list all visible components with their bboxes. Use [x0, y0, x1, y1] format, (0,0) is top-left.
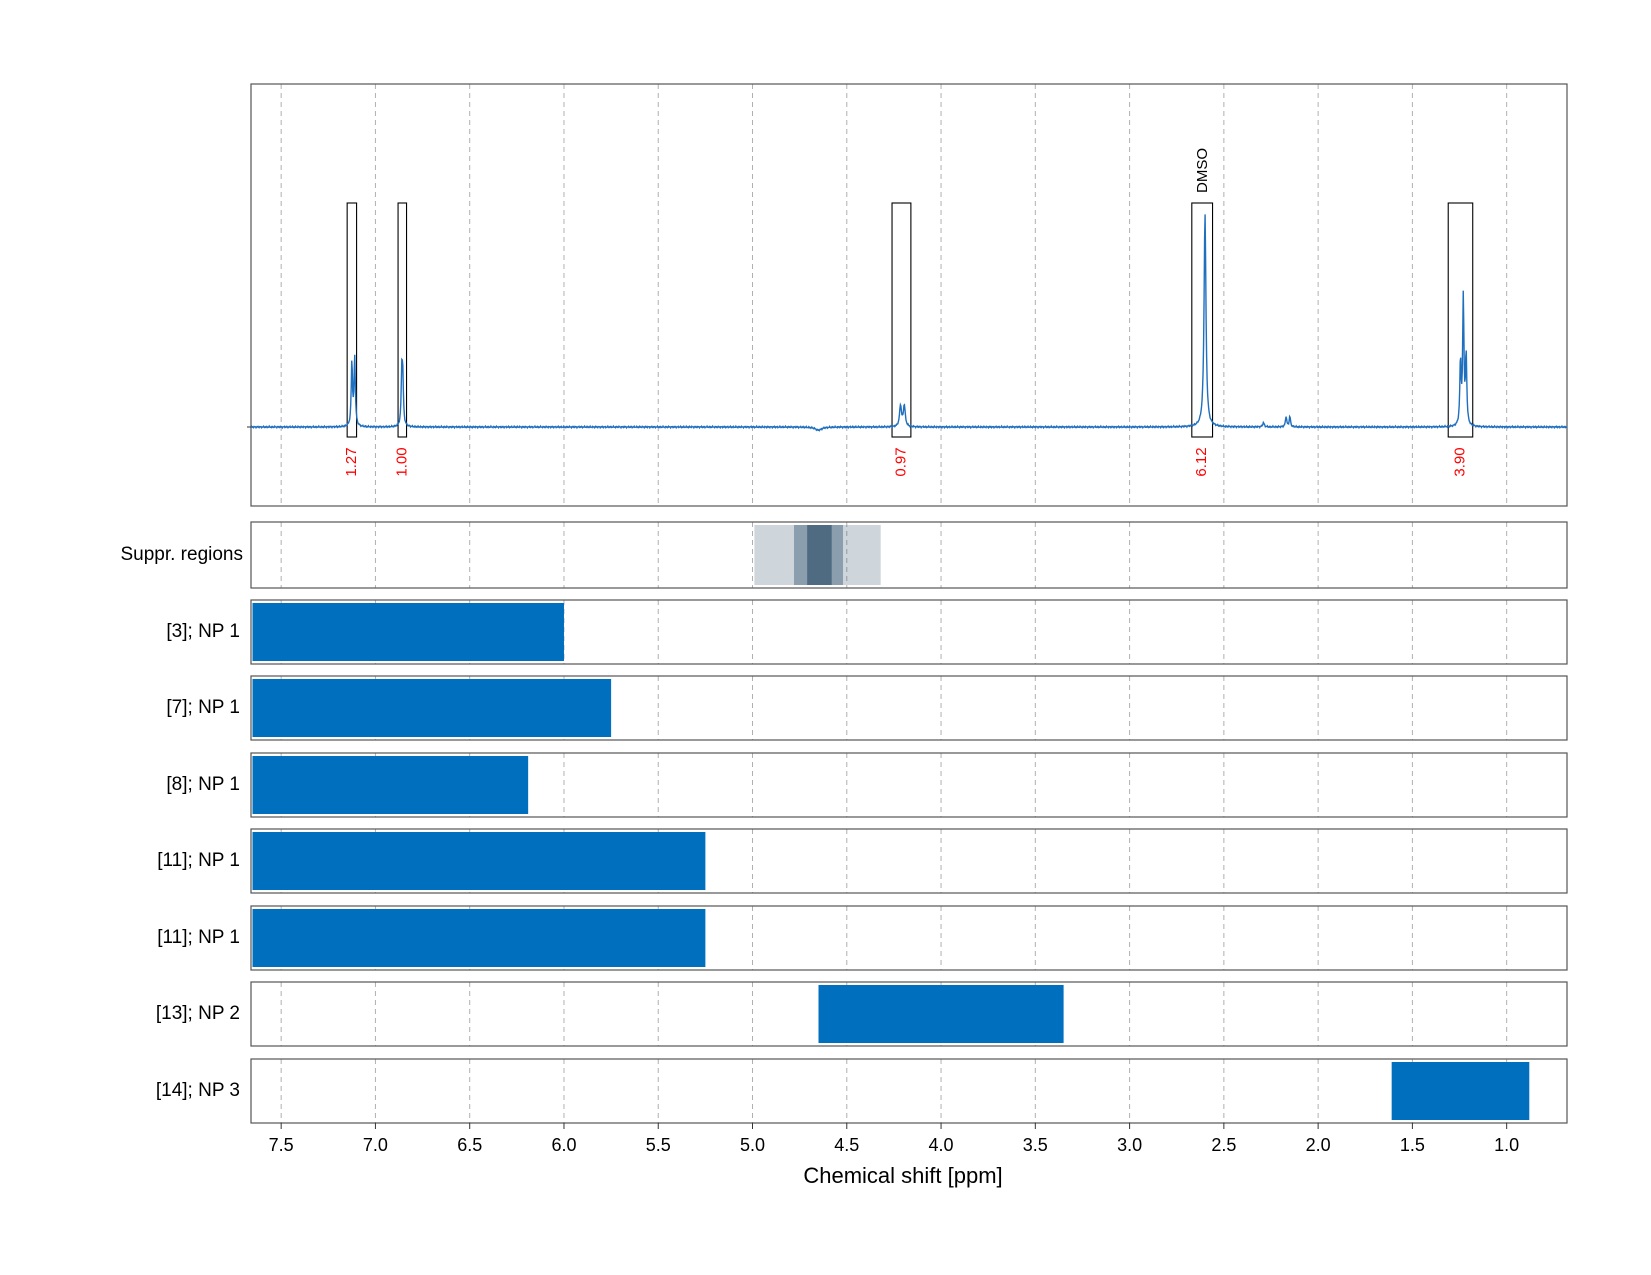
- range-bar: [818, 985, 1064, 1043]
- row-frame: [250, 599, 1568, 665]
- x-tick-label: 5.0: [740, 1135, 765, 1155]
- x-tick-label: 2.5: [1211, 1135, 1236, 1155]
- row-label: [7]; NP 1: [166, 697, 240, 718]
- range-row: [11]; NP 1: [157, 905, 1568, 971]
- integral-label: 1.27: [343, 447, 360, 476]
- row-frame: [250, 828, 1568, 894]
- range-bar: [252, 909, 706, 967]
- range-row: [14]; NP 3: [156, 1058, 1568, 1124]
- x-tick-label: 2.0: [1306, 1135, 1331, 1155]
- x-tick-label: 3.5: [1023, 1135, 1048, 1155]
- integration-box: [397, 202, 408, 438]
- x-tick-label: 1.5: [1400, 1135, 1425, 1155]
- row-frame: [250, 1058, 1568, 1124]
- range-bar: [1391, 1062, 1530, 1120]
- suppression-frame: [250, 521, 1568, 589]
- x-tick-label: 4.0: [929, 1135, 954, 1155]
- integral-label: 1.00: [393, 447, 410, 476]
- range-row: [7]; NP 1: [166, 675, 1568, 741]
- range-bar: [252, 679, 612, 737]
- peak-annotation: DMSO: [1194, 148, 1211, 193]
- suppression-panel: Suppr. regions: [120, 521, 1568, 589]
- x-axis-label: Chemical shift [ppm]: [803, 1163, 1002, 1188]
- row-frame: [250, 981, 1568, 1047]
- x-tick-label: 3.0: [1117, 1135, 1142, 1155]
- integration-box: [891, 202, 912, 438]
- integration-box: [346, 202, 358, 438]
- range-row: [8]; NP 1: [166, 752, 1568, 818]
- integration-box: [1447, 202, 1474, 438]
- row-label: [14]; NP 3: [156, 1080, 240, 1101]
- x-tick-label: 6.5: [457, 1135, 482, 1155]
- suppression-label: Suppr. regions: [120, 544, 243, 565]
- integral-label: 3.90: [1451, 447, 1468, 476]
- row-label: [8]; NP 1: [166, 774, 240, 795]
- row-frame: [250, 752, 1568, 818]
- spectrum-panel: 1.27 1.00 0.97 6.12 DMSO 3.90: [247, 83, 1568, 507]
- range-row: [3]; NP 1: [166, 599, 1568, 665]
- x-tick-label: 7.0: [363, 1135, 388, 1155]
- x-tick-label: 7.5: [269, 1135, 294, 1155]
- range-bar: [252, 603, 564, 661]
- x-axis: 7.5 7.0 6.5 6.0 5.5 5.0 4.5 4.0 3.5 3.0 2.5 2.0 1.5 1…: [269, 1123, 1519, 1155]
- integration-box: [1191, 202, 1214, 438]
- spectrum-line: [250, 214, 1568, 432]
- spectrum-frame: [250, 83, 1568, 507]
- x-tick-label: 5.5: [646, 1135, 671, 1155]
- range-bar: [252, 832, 706, 890]
- x-tick-label: 6.0: [551, 1135, 576, 1155]
- range-bar: [252, 756, 529, 814]
- row-label: [11]; NP 1: [157, 850, 240, 871]
- x-tick-label: 1.0: [1494, 1135, 1519, 1155]
- range-row: [13]; NP 2: [156, 981, 1568, 1047]
- suppression-band: [807, 525, 832, 585]
- row-label: [11]; NP 1: [157, 927, 240, 948]
- row-frame: [250, 675, 1568, 741]
- integral-label: 0.97: [892, 447, 909, 476]
- row-label: [13]; NP 2: [156, 1003, 240, 1024]
- x-tick-label: 4.5: [834, 1135, 859, 1155]
- row-label: [3]; NP 1: [166, 621, 240, 642]
- range-rows: [3]; NP 1 [7]; NP 1 [8]; NP 1 [11]; NP 1 [11…: [156, 599, 1568, 1124]
- row-frame: [250, 905, 1568, 971]
- integral-label: 6.12: [1193, 447, 1210, 476]
- range-row: [11]; NP 1: [157, 828, 1568, 894]
